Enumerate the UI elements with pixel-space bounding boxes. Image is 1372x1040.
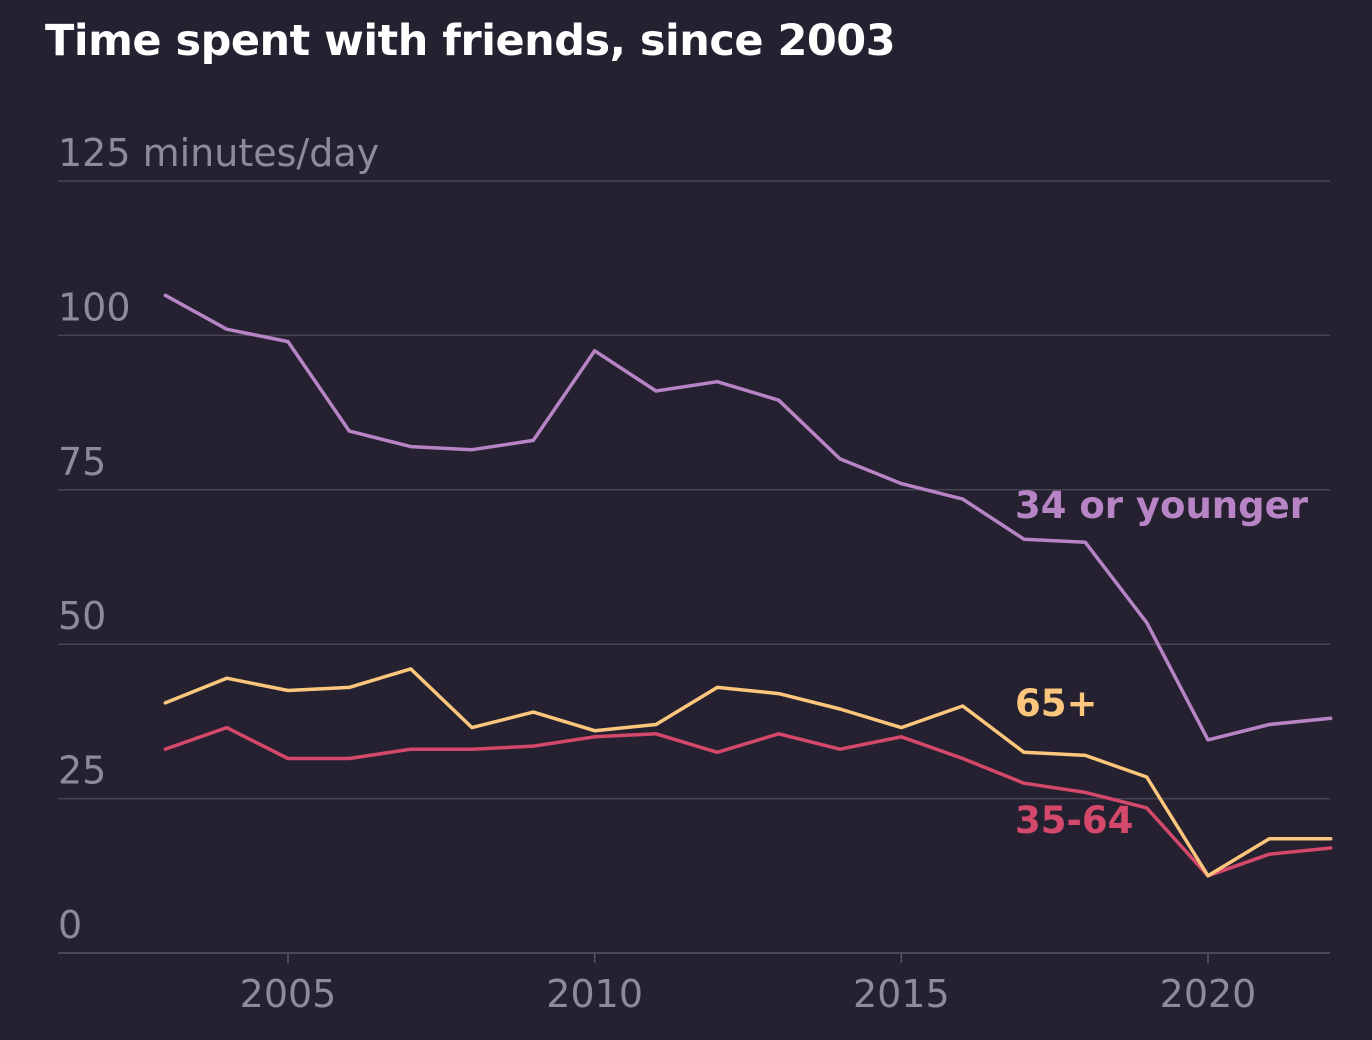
x-tick-label-2005: 2005 xyxy=(240,972,337,1016)
chart-title: Time spent with friends, since 2003 xyxy=(45,16,896,66)
gridlines xyxy=(58,180,1330,954)
y-axis-labels: 0 25 50 75 100 125 minutes/day xyxy=(58,131,379,947)
y-tick-label-50: 50 xyxy=(58,594,106,638)
x-tick-label-2015: 2015 xyxy=(853,972,950,1016)
series-line-35-64 xyxy=(163,725,1333,878)
series-line-34-or-younger xyxy=(163,293,1333,742)
x-axis-labels: 2005 2010 2015 2020 xyxy=(240,953,1257,1016)
y-tick-label-75: 75 xyxy=(58,440,106,484)
x-tick-label-2010: 2010 xyxy=(546,972,643,1016)
series-label-35-64: 35-64 xyxy=(1015,799,1133,842)
series-labels: 34 or younger 65+ 35-64 xyxy=(1015,484,1309,842)
y-tick-label-25: 25 xyxy=(58,749,106,793)
x-tick-label-2020: 2020 xyxy=(1160,972,1257,1016)
y-tick-label-0: 0 xyxy=(58,903,82,947)
y-tick-label-100: 100 xyxy=(58,285,131,329)
series-label-34-or-younger: 34 or younger xyxy=(1015,484,1309,527)
series-label-65: 65+ xyxy=(1015,682,1098,725)
series-lines xyxy=(163,293,1333,878)
series-line-65 xyxy=(163,667,1333,878)
y-tick-label-125: 125 minutes/day xyxy=(58,131,379,175)
